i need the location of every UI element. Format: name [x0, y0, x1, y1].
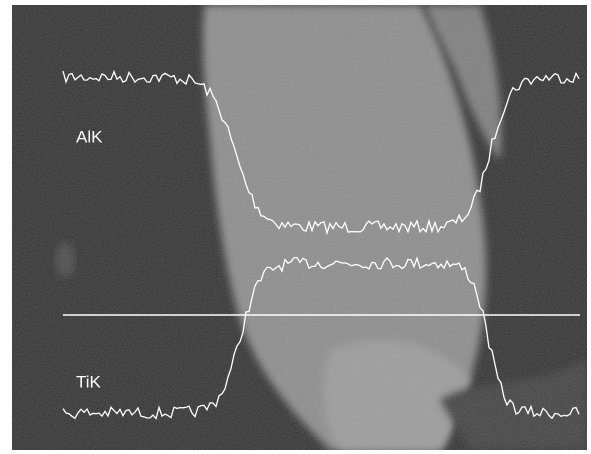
page: AlK TiK (() => { const data = JSON.parse…: [0, 0, 591, 454]
micrograph: AlK TiK: [0, 0, 591, 454]
label-ti: TiK: [76, 372, 102, 391]
label-al: AlK: [76, 127, 103, 146]
